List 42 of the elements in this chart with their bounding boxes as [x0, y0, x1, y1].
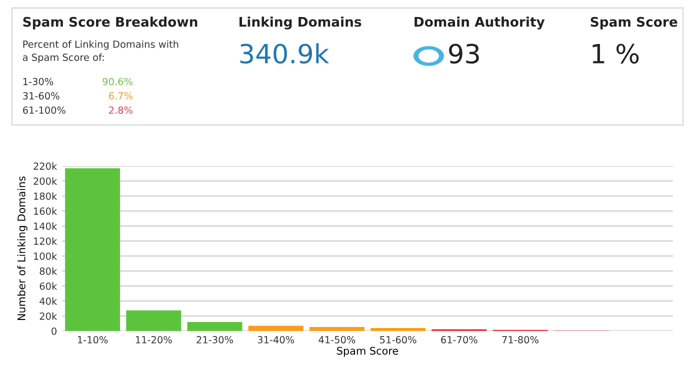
category-label: 1-30% — [23, 78, 54, 86]
bar — [309, 327, 364, 331]
y-tick-label: 100k — [34, 252, 58, 260]
bar — [126, 310, 182, 331]
y-tick-label: 20k — [40, 312, 58, 320]
x-tick-label: 31-40% — [258, 336, 294, 344]
y-tick-label: 200k — [34, 177, 58, 185]
x-tick-label: 71-80% — [502, 336, 538, 344]
bar — [65, 168, 120, 331]
x-tick-label: 1-10% — [78, 336, 108, 344]
y-tick-label: 140k — [34, 222, 58, 230]
bar — [248, 326, 304, 331]
y-tick-label: 60k — [40, 282, 58, 290]
x-tick-label: 41-50% — [318, 336, 356, 344]
x-tick-label: 11-20% — [136, 336, 172, 344]
category-label: 31-60% — [23, 92, 60, 100]
y-axis-title: Number of Linking Domains — [17, 176, 28, 320]
data-label: 2.8% — [109, 106, 132, 114]
x-axis-title: Spam Score — [337, 346, 398, 357]
y-tick-label: 0 — [52, 327, 56, 335]
y-tick-label: 80k — [40, 267, 58, 275]
y-tick-label: 40k — [40, 297, 58, 305]
category-label: 61-100% — [23, 106, 66, 114]
bar — [370, 328, 426, 331]
text: 340.9k — [240, 43, 330, 64]
text: 1 % — [592, 44, 639, 64]
x-tick-label: 61-70% — [441, 336, 478, 344]
data-label: 6.7% — [108, 92, 132, 100]
text: Spam Score — [590, 16, 678, 30]
text: Domain Authority — [414, 16, 545, 30]
x-tick-label: 21-30% — [196, 336, 233, 344]
y-tick-label: 220k — [34, 162, 58, 170]
text: Percent of Linking Domains with a Spam Score of: — [22, 40, 178, 63]
text: Linking Domains — [240, 16, 362, 30]
x-tick-label: 51-60% — [380, 336, 416, 344]
y-tick-label: 120k — [34, 237, 58, 245]
text: 93 — [449, 44, 479, 64]
y-tick-label: 180k — [34, 192, 58, 200]
text: Spam Score Breakdown — [23, 16, 198, 30]
bar — [187, 322, 242, 331]
y-tick-label: 160k — [34, 207, 58, 215]
data-label: 90.6% — [102, 78, 132, 86]
